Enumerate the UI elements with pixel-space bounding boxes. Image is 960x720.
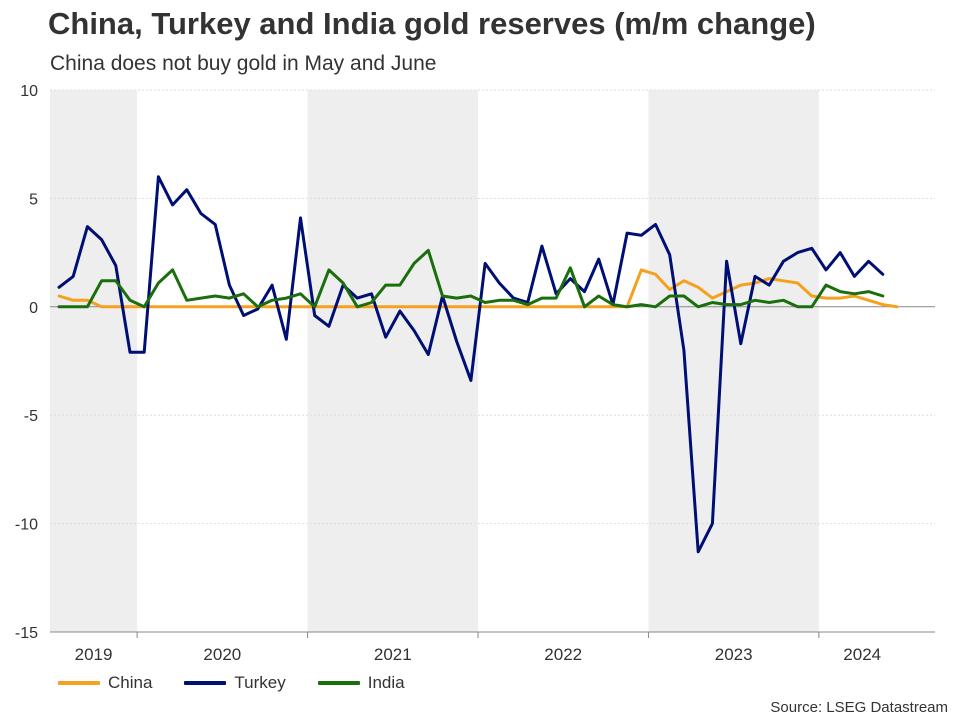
- source-note: Source: LSEG Datastream: [770, 699, 948, 716]
- legend-item-india: India: [317, 673, 405, 693]
- legend-item-turkey: Turkey: [184, 673, 286, 693]
- chart-legend: China Turkey India: [58, 673, 437, 693]
- x-tick-label-2020: 2020: [203, 645, 241, 664]
- y-tick-label: 0: [29, 300, 38, 317]
- legend-label-turkey: Turkey: [234, 673, 286, 692]
- legend-item-china: China: [58, 673, 152, 693]
- y-tick-label: -5: [24, 408, 38, 425]
- x-tick-label-2024: 2024: [843, 645, 881, 664]
- y-tick-label: 5: [29, 191, 38, 208]
- shaded-band-2021: [307, 90, 478, 632]
- chart-title: China, Turkey and India gold reserves (m…: [48, 6, 816, 41]
- legend-swatch-china: [58, 681, 100, 685]
- chart-subtitle: China does not buy gold in May and June: [50, 52, 437, 75]
- legend-swatch-turkey: [184, 681, 227, 685]
- y-tick-label: -15: [15, 625, 38, 642]
- legend-swatch-india: [317, 681, 360, 685]
- x-tick-label-2023: 2023: [715, 645, 753, 664]
- y-tick-label: -10: [15, 517, 38, 534]
- shaded-band-2019: [50, 90, 138, 632]
- y-tick-label: 10: [20, 83, 38, 100]
- x-tick-label-2021: 2021: [374, 645, 412, 664]
- series-line-china: [57, 268, 899, 309]
- legend-label-china: China: [108, 673, 153, 692]
- x-tick-label-2022: 2022: [544, 645, 582, 664]
- legend-label-india: India: [367, 673, 405, 692]
- shaded-band-2023: [648, 90, 819, 632]
- x-tick-label-2019: 2019: [75, 645, 113, 664]
- series-line-india: [57, 248, 885, 309]
- series-line-turkey: [57, 175, 885, 554]
